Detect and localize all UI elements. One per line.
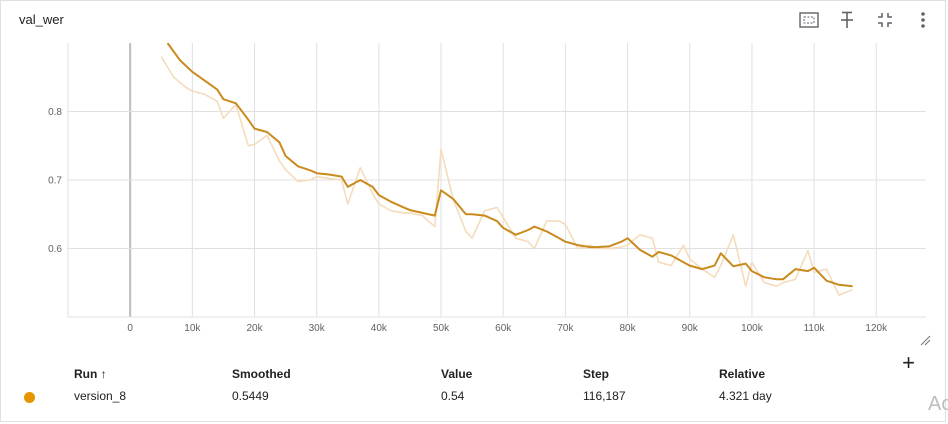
y-tick-label: 0.8: [48, 107, 62, 118]
x-tick-label: 20k: [246, 323, 263, 334]
chart-lines: [160, 43, 853, 296]
x-tick-label: 80k: [620, 323, 637, 334]
cell-step: 116,187: [583, 389, 626, 403]
x-tick-label: 50k: [433, 323, 450, 334]
header-relative[interactable]: Relative: [719, 367, 766, 381]
raw-series-line: [160, 56, 853, 296]
y-tick-label: 0.7: [48, 176, 62, 187]
chart-toolbar: [797, 9, 935, 31]
x-tick-label: 0: [127, 323, 133, 334]
cell-smoothed: 0.5449: [232, 389, 269, 403]
header-run[interactable]: Run ↑: [74, 367, 107, 381]
line-chart[interactable]: 0 10k 20k 30k 40k 50k 60k 70k 80k 90k 100k 110k 120k…: [1, 35, 947, 345]
header-value[interactable]: Value: [441, 367, 473, 381]
x-tick-label: 40k: [371, 323, 388, 334]
x-tick-label: 70k: [557, 323, 574, 334]
x-tick-label: 60k: [495, 323, 512, 334]
chart-title: val_wer: [19, 12, 64, 27]
y-axis-ticks: 0.6 0.7 0.8: [48, 107, 62, 255]
run-color-dot: [24, 392, 35, 403]
x-tick-label: 10k: [184, 323, 201, 334]
y-tick-label: 0.6: [48, 244, 62, 255]
collapse-icon[interactable]: [873, 9, 897, 31]
header-smoothed[interactable]: Smoothed: [232, 367, 291, 381]
x-tick-label: 120k: [865, 323, 888, 334]
x-tick-label: 90k: [682, 323, 699, 334]
fit-domain-icon[interactable]: [797, 9, 821, 31]
x-tick-label: 100k: [741, 323, 764, 334]
smoothed-series-line: [166, 43, 853, 288]
cell-relative: 4.321 day: [719, 389, 772, 403]
resize-handle-icon[interactable]: [919, 333, 931, 351]
corner-overlay-text: Ac: [928, 393, 948, 415]
pin-icon[interactable]: [835, 9, 859, 31]
x-tick-label: 110k: [804, 323, 826, 334]
cell-value: 0.54: [441, 389, 465, 403]
more-vert-icon[interactable]: [911, 9, 935, 31]
x-tick-label: 30k: [309, 323, 326, 334]
add-icon[interactable]: +: [902, 350, 915, 375]
cell-run: version_8: [74, 389, 127, 403]
header-step[interactable]: Step: [583, 367, 610, 381]
x-axis-ticks: 0 10k 20k 30k 40k 50k 60k 70k 80k 90k 100k 110k 120k: [127, 323, 888, 334]
